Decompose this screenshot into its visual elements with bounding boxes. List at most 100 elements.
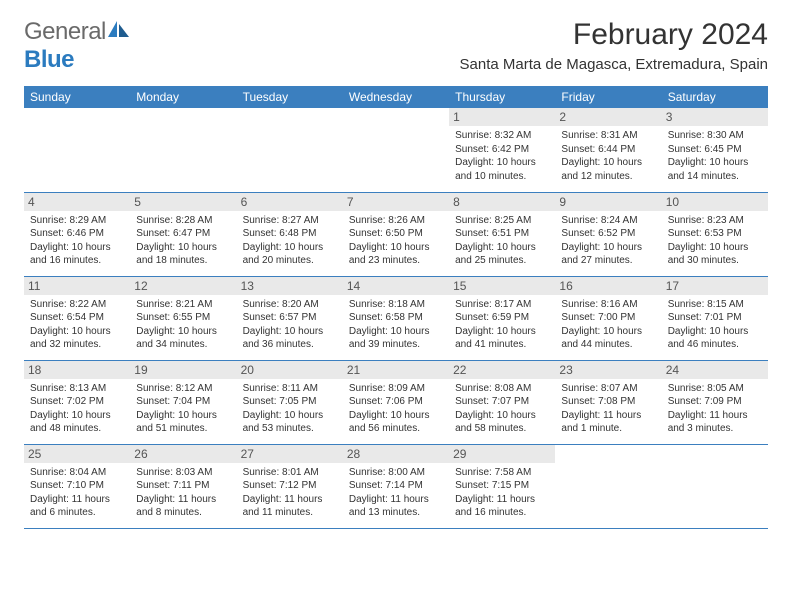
calendar-week-row: 11 Sunrise: 8:22 AMSunset: 6:54 PMDayligh…: [24, 276, 768, 360]
day-number: 4: [24, 193, 130, 211]
day-number: 26: [130, 445, 236, 463]
day-number: 24: [662, 361, 768, 379]
day-number: 7: [343, 193, 449, 211]
day-number: 19: [130, 361, 236, 379]
calendar-head: SundayMondayTuesdayWednesdayThursdayFrid…: [24, 86, 768, 108]
calendar-day-cell: 27 Sunrise: 8:01 AMSunset: 7:12 PMDayligh…: [237, 444, 343, 528]
calendar-day-cell: [237, 108, 343, 192]
calendar-day-cell: 10 Sunrise: 8:23 AMSunset: 6:53 PMDayligh…: [662, 192, 768, 276]
calendar-day-cell: 26 Sunrise: 8:03 AMSunset: 7:11 PMDayligh…: [130, 444, 236, 528]
day-info: Sunrise: 8:24 AMSunset: 6:52 PMDaylight:…: [561, 214, 655, 268]
day-info: Sunrise: 8:09 AMSunset: 7:06 PMDaylight:…: [349, 382, 443, 436]
day-number: 21: [343, 361, 449, 379]
calendar-day-cell: 4 Sunrise: 8:29 AMSunset: 6:46 PMDaylight…: [24, 192, 130, 276]
day-number: 25: [24, 445, 130, 463]
day-info: Sunrise: 8:08 AMSunset: 7:07 PMDaylight:…: [455, 382, 549, 436]
day-info: Sunrise: 8:25 AMSunset: 6:51 PMDaylight:…: [455, 214, 549, 268]
day-number: 17: [662, 277, 768, 295]
day-info: Sunrise: 8:12 AMSunset: 7:04 PMDaylight:…: [136, 382, 230, 436]
day-number: 14: [343, 277, 449, 295]
day-number: 23: [555, 361, 661, 379]
calendar-week-row: 18 Sunrise: 8:13 AMSunset: 7:02 PMDayligh…: [24, 360, 768, 444]
dow-header: Thursday: [449, 86, 555, 108]
day-number: 11: [24, 277, 130, 295]
day-number: 15: [449, 277, 555, 295]
calendar-day-cell: 22 Sunrise: 8:08 AMSunset: 7:07 PMDayligh…: [449, 360, 555, 444]
calendar-day-cell: [555, 444, 661, 528]
calendar-day-cell: 3 Sunrise: 8:30 AMSunset: 6:45 PMDaylight…: [662, 108, 768, 192]
day-info: Sunrise: 8:13 AMSunset: 7:02 PMDaylight:…: [30, 382, 124, 436]
calendar-day-cell: [24, 108, 130, 192]
title-block: February 2024 Santa Marta de Magasca, Ex…: [460, 18, 769, 73]
calendar-day-cell: 19 Sunrise: 8:12 AMSunset: 7:04 PMDayligh…: [130, 360, 236, 444]
calendar-day-cell: 23 Sunrise: 8:07 AMSunset: 7:08 PMDayligh…: [555, 360, 661, 444]
calendar-day-cell: 18 Sunrise: 8:13 AMSunset: 7:02 PMDayligh…: [24, 360, 130, 444]
calendar-week-row: 1 Sunrise: 8:32 AMSunset: 6:42 PMDaylight…: [24, 108, 768, 192]
day-number: 16: [555, 277, 661, 295]
calendar-day-cell: 15 Sunrise: 8:17 AMSunset: 6:59 PMDayligh…: [449, 276, 555, 360]
logo-text-general: General: [24, 18, 106, 45]
calendar-day-cell: 6 Sunrise: 8:27 AMSunset: 6:48 PMDaylight…: [237, 192, 343, 276]
dow-header: Sunday: [24, 86, 130, 108]
day-info: Sunrise: 8:17 AMSunset: 6:59 PMDaylight:…: [455, 298, 549, 352]
dow-header: Monday: [130, 86, 236, 108]
day-number: 10: [662, 193, 768, 211]
dow-header: Saturday: [662, 86, 768, 108]
calendar-day-cell: 25Sunrise: 8:04 AMSunset: 7:10 PMDayligh…: [24, 444, 130, 528]
day-info: Sunrise: 8:00 AMSunset: 7:14 PMDaylight:…: [349, 466, 443, 520]
calendar-body: 1 Sunrise: 8:32 AMSunset: 6:42 PMDaylight…: [24, 108, 768, 528]
calendar-day-cell: 5 Sunrise: 8:28 AMSunset: 6:47 PMDaylight…: [130, 192, 236, 276]
day-info: Sunrise: 8:03 AMSunset: 7:11 PMDaylight:…: [136, 466, 230, 520]
day-number: 6: [237, 193, 343, 211]
calendar-day-cell: 2Sunrise: 8:31 AMSunset: 6:44 PMDaylight…: [555, 108, 661, 192]
day-number: 13: [237, 277, 343, 295]
calendar-day-cell: 14 Sunrise: 8:18 AMSunset: 6:58 PMDayligh…: [343, 276, 449, 360]
calendar-day-cell: 1 Sunrise: 8:32 AMSunset: 6:42 PMDaylight…: [449, 108, 555, 192]
day-info: Sunrise: 8:27 AMSunset: 6:48 PMDaylight:…: [243, 214, 337, 268]
day-info: Sunrise: 8:32 AMSunset: 6:42 PMDaylight:…: [455, 129, 549, 183]
dow-header: Friday: [555, 86, 661, 108]
day-number: 3: [662, 108, 768, 126]
calendar-day-cell: 7 Sunrise: 8:26 AMSunset: 6:50 PMDaylight…: [343, 192, 449, 276]
day-number: 22: [449, 361, 555, 379]
day-number: 18: [24, 361, 130, 379]
day-info: Sunrise: 8:26 AMSunset: 6:50 PMDaylight:…: [349, 214, 443, 268]
day-info: Sunrise: 8:29 AMSunset: 6:46 PMDaylight:…: [30, 214, 124, 268]
day-info: Sunrise: 8:22 AMSunset: 6:54 PMDaylight:…: [30, 298, 124, 352]
calendar-table: SundayMondayTuesdayWednesdayThursdayFrid…: [24, 86, 768, 529]
day-info: Sunrise: 8:23 AMSunset: 6:53 PMDaylight:…: [668, 214, 762, 268]
day-info: Sunrise: 8:16 AMSunset: 7:00 PMDaylight:…: [561, 298, 655, 352]
day-info: Sunrise: 8:11 AMSunset: 7:05 PMDaylight:…: [243, 382, 337, 436]
day-info: Sunrise: 8:20 AMSunset: 6:57 PMDaylight:…: [243, 298, 337, 352]
day-number: 9: [555, 193, 661, 211]
calendar-day-cell: [662, 444, 768, 528]
day-info: Sunrise: 8:01 AMSunset: 7:12 PMDaylight:…: [243, 466, 337, 520]
calendar-day-cell: 13 Sunrise: 8:20 AMSunset: 6:57 PMDayligh…: [237, 276, 343, 360]
calendar-day-cell: 12Sunrise: 8:21 AMSunset: 6:55 PMDayligh…: [130, 276, 236, 360]
calendar-day-cell: 28Sunrise: 8:00 AMSunset: 7:14 PMDayligh…: [343, 444, 449, 528]
day-info: Sunrise: 7:58 AMSunset: 7:15 PMDaylight:…: [455, 466, 549, 520]
calendar-day-cell: 29 Sunrise: 7:58 AMSunset: 7:15 PMDayligh…: [449, 444, 555, 528]
location: Santa Marta de Magasca, Extremadura, Spa…: [460, 56, 769, 73]
day-info: Sunrise: 8:31 AMSunset: 6:44 PMDaylight:…: [561, 129, 655, 183]
calendar-day-cell: 9 Sunrise: 8:24 AMSunset: 6:52 PMDaylight…: [555, 192, 661, 276]
day-info: Sunrise: 8:07 AMSunset: 7:08 PMDaylight:…: [561, 382, 655, 436]
calendar-day-cell: 16 Sunrise: 8:16 AMSunset: 7:00 PMDayligh…: [555, 276, 661, 360]
calendar-week-row: 4 Sunrise: 8:29 AMSunset: 6:46 PMDaylight…: [24, 192, 768, 276]
day-number: 27: [237, 445, 343, 463]
day-number: 29: [449, 445, 555, 463]
day-info: Sunrise: 8:18 AMSunset: 6:58 PMDaylight:…: [349, 298, 443, 352]
day-number: 5: [130, 193, 236, 211]
calendar-day-cell: [343, 108, 449, 192]
logo-sail-icon: [108, 18, 130, 45]
logo: General Blue: [24, 18, 130, 74]
calendar-day-cell: [130, 108, 236, 192]
day-info: Sunrise: 8:28 AMSunset: 6:47 PMDaylight:…: [136, 214, 230, 268]
calendar-day-cell: 20 Sunrise: 8:11 AMSunset: 7:05 PMDayligh…: [237, 360, 343, 444]
day-info: Sunrise: 8:05 AMSunset: 7:09 PMDaylight:…: [668, 382, 762, 436]
dow-header: Wednesday: [343, 86, 449, 108]
day-info: Sunrise: 8:30 AMSunset: 6:45 PMDaylight:…: [668, 129, 762, 183]
day-number: 1: [449, 108, 555, 126]
day-number: 20: [237, 361, 343, 379]
day-number: 8: [449, 193, 555, 211]
